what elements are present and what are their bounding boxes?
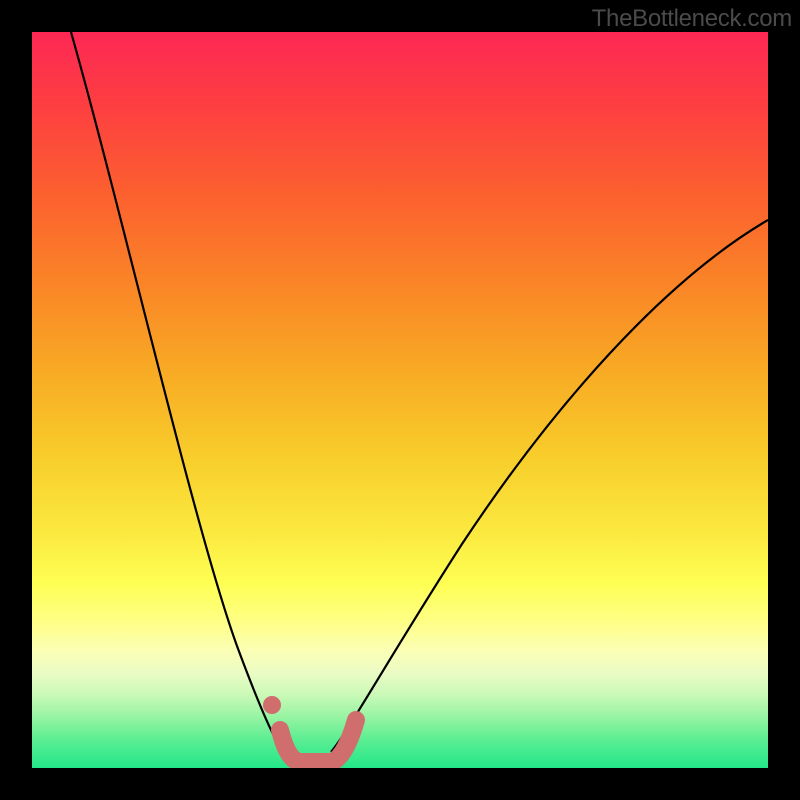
watermark-text: TheBottleneck.com (592, 5, 792, 33)
gradient-background (32, 32, 768, 768)
plot-area (32, 32, 768, 768)
outer-frame: TheBottleneck.com (0, 0, 800, 800)
